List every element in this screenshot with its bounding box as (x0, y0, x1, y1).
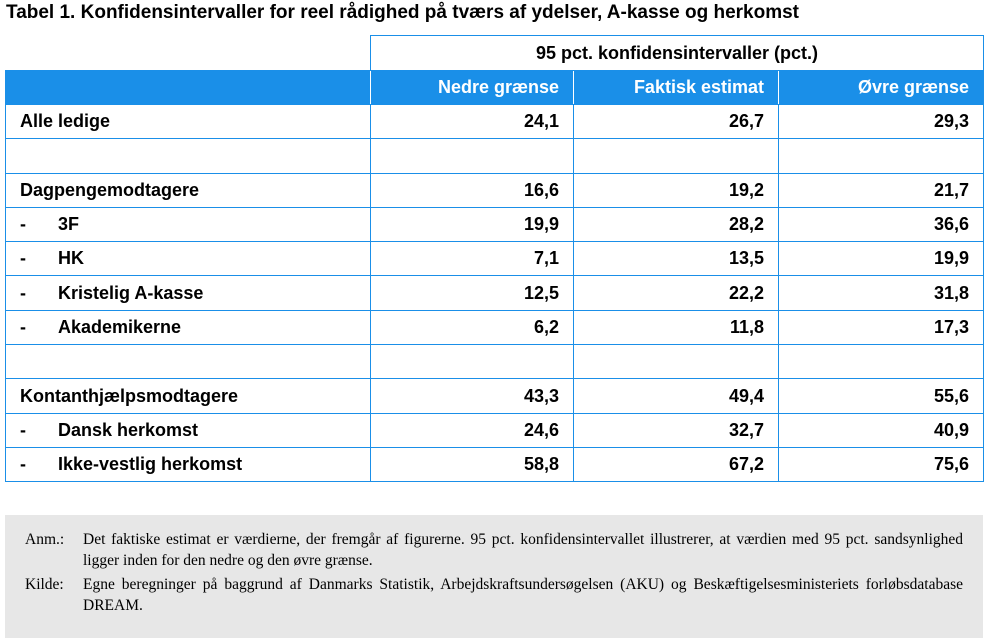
table-title: Tabel 1. Konfidensintervaller for reel r… (6, 2, 799, 23)
value-lower: 24,1 (370, 103, 574, 140)
value-upper: 31,8 (777, 275, 985, 311)
row-label: Alle ledige (20, 111, 111, 132)
column-header-row: Nedre grænse Faktisk estimat Øvre grænse (5, 70, 985, 105)
row-label: Kristelig A-kasse (58, 282, 204, 303)
value-lower: 19,9 (370, 206, 574, 243)
row-label: Kontanthjælpsmodtagere (20, 385, 239, 406)
confidence-interval-table: 95 pct. konfidensintervaller (pct.) Nedr… (5, 35, 985, 483)
value-lower (370, 344, 574, 380)
value-lower (370, 138, 574, 174)
value-lower: 58,8 (370, 446, 574, 483)
value-lower: 7,1 (370, 241, 574, 277)
value-lower: 43,3 (370, 378, 574, 414)
value-estimate: 67,2 (573, 446, 779, 483)
row-label-cell: - HK (5, 241, 371, 277)
table-row: - Kristelig A-kasse 12,5 22,2 31,8 (5, 275, 985, 311)
note-row-source: Kilde: Egne beregninger på baggrund af D… (25, 574, 963, 616)
table-row: - Ikke-vestlig herkomst 58,8 67,2 75,6 (5, 446, 985, 483)
row-dash: - (20, 316, 26, 337)
note-text: Det faktiske estimat er værdierne, der f… (83, 531, 963, 569)
table-row: - Dansk herkomst 24,6 32,7 40,9 (5, 412, 985, 448)
value-lower: 24,6 (370, 412, 574, 448)
row-label-cell: - Kristelig A-kasse (5, 275, 371, 311)
row-label-cell: - Dansk herkomst (5, 412, 371, 448)
value-estimate: 22,2 (573, 275, 779, 311)
value-upper: 55,6 (777, 378, 985, 414)
source-label: Kilde: (25, 576, 64, 593)
table-row: Alle ledige 24,1 26,7 29,3 (5, 103, 985, 140)
column-header-upper: Øvre grænse (777, 70, 985, 105)
value-estimate: 32,7 (573, 412, 779, 448)
value-estimate (573, 138, 779, 174)
row-dash: - (20, 248, 26, 269)
header-label-cell (5, 70, 371, 105)
row-label-cell (5, 344, 371, 380)
value-upper: 40,9 (777, 412, 985, 448)
value-upper (777, 138, 985, 174)
super-header-row: 95 pct. konfidensintervaller (pct.) (5, 35, 985, 71)
value-upper: 21,7 (777, 172, 985, 208)
column-header-lower: Nedre grænse (370, 70, 574, 105)
row-label: Dansk herkomst (58, 419, 199, 440)
source-text: Egne beregninger på baggrund af Danmarks… (83, 576, 963, 614)
row-dash: - (20, 214, 26, 235)
row-label-cell: Alle ledige (5, 103, 371, 140)
row-label: 3F (58, 214, 80, 235)
table-row: - HK 7,1 13,5 19,9 (5, 241, 985, 277)
row-label-cell: - Akademikerne (5, 309, 371, 346)
table-row: Kontanthjælpsmodtagere 43,3 49,4 55,6 (5, 378, 985, 414)
row-label: Ikke-vestlig herkomst (58, 454, 243, 475)
table-row: Dagpengemodtagere 16,6 19,2 21,7 (5, 172, 985, 208)
row-label: Dagpengemodtagere (20, 179, 200, 200)
table-row (5, 138, 985, 174)
notes-box: Anm.: Det faktiske estimat er værdierne,… (5, 515, 983, 638)
column-header-estimate: Faktisk estimat (573, 70, 779, 105)
value-upper: 29,3 (777, 103, 985, 140)
value-estimate: 13,5 (573, 241, 779, 277)
row-label-cell: - 3F (5, 206, 371, 243)
value-estimate: 19,2 (573, 172, 779, 208)
value-lower: 12,5 (370, 275, 574, 311)
value-estimate: 49,4 (573, 378, 779, 414)
super-header: 95 pct. konfidensintervaller (pct.) (369, 35, 985, 71)
row-dash: - (20, 419, 26, 440)
value-upper (777, 344, 985, 380)
value-lower: 16,6 (370, 172, 574, 208)
note-row-anm: Anm.: Det faktiske estimat er værdierne,… (25, 529, 963, 571)
row-label-cell: Dagpengemodtagere (5, 172, 371, 208)
value-estimate: 28,2 (573, 206, 779, 243)
value-upper: 19,9 (777, 241, 985, 277)
header-blank-cell (5, 35, 371, 71)
row-label-cell: Kontanthjælpsmodtagere (5, 378, 371, 414)
value-estimate: 26,7 (573, 103, 779, 140)
row-dash: - (20, 454, 26, 475)
value-upper: 36,6 (777, 206, 985, 243)
row-label-cell: - Ikke-vestlig herkomst (5, 446, 371, 483)
table-row: - Akademikerne 6,2 11,8 17,3 (5, 309, 985, 346)
note-label: Anm.: (25, 531, 65, 548)
table-row: - 3F 19,9 28,2 36,6 (5, 206, 985, 243)
row-label-cell (5, 138, 371, 174)
value-upper: 75,6 (777, 446, 985, 483)
row-dash: - (20, 282, 26, 303)
value-estimate (573, 344, 779, 380)
row-label: HK (58, 248, 84, 269)
value-lower: 6,2 (370, 309, 574, 346)
value-upper: 17,3 (777, 309, 985, 346)
row-label: Akademikerne (58, 316, 182, 337)
value-estimate: 11,8 (573, 309, 779, 346)
table-row (5, 344, 985, 380)
